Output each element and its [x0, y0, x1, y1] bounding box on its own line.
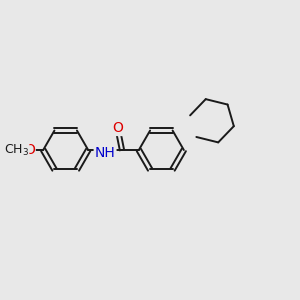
- Text: CH$_3$: CH$_3$: [4, 142, 29, 158]
- Text: O: O: [24, 143, 35, 157]
- Text: NH: NH: [95, 146, 116, 160]
- Text: O: O: [112, 121, 123, 135]
